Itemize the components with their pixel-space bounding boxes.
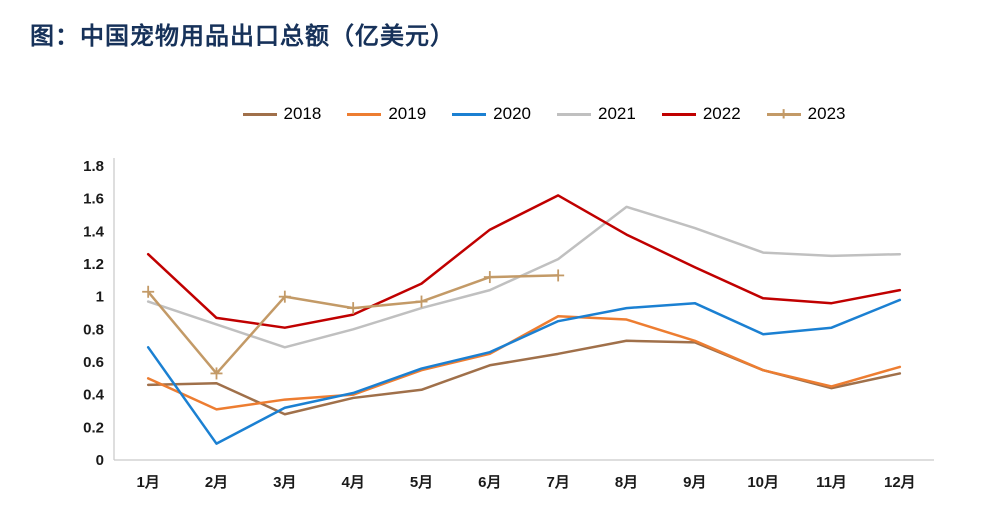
x-axis-tick-label: 1月 <box>136 474 159 491</box>
y-axis-tick-label: 1.8 <box>83 158 104 175</box>
legend-line-swatch <box>242 112 277 116</box>
legend-item-2019: 2019 <box>347 104 426 124</box>
x-axis-tick-label: 3月 <box>273 474 296 491</box>
y-axis-tick-label: 0.6 <box>83 354 104 371</box>
x-axis-tick-label: 6月 <box>478 474 501 491</box>
x-axis-tick-label: 12月 <box>884 474 916 491</box>
legend-label: 2020 <box>493 104 531 123</box>
line-chart: 0 0.2 0.4 0.6 0.8 1 1.2 1.4 1.6 1.8 1月 2月 3月 4月 5月 6月 7月… <box>52 148 952 505</box>
legend-item-2018: 2018 <box>242 104 322 124</box>
y-axis-tick-label: 1.4 <box>83 223 105 240</box>
x-axis-tick-label: 4月 <box>341 474 364 491</box>
x-axis-tick-label: 7月 <box>546 474 569 491</box>
legend-label: 2023 <box>807 104 846 123</box>
line-chart-canvas: 0 0.2 0.4 0.6 0.8 1 1.2 1.4 1.6 1.8 1月 2月 3月 4月 5月 6月 7月… <box>83 158 934 491</box>
y-axis-tick-label: 0.2 <box>83 419 104 436</box>
x-axis-tick-label: 11月 <box>816 474 847 491</box>
series-line-2019 <box>146 315 902 411</box>
series-line-2020 <box>146 298 902 445</box>
legend-item-2022: 2022 <box>661 104 741 124</box>
x-axis-tick-label: 9月 <box>683 474 706 491</box>
legend-line-swatch <box>557 112 591 116</box>
series-line-2021 <box>146 205 902 349</box>
legend-label: 2018 <box>283 104 322 123</box>
legend-line-swatch: + <box>766 105 801 123</box>
series-line-2022 <box>146 194 902 329</box>
legend-item-2021: 2021 <box>557 104 636 124</box>
x-axis-tick-label: 10月 <box>747 474 779 491</box>
y-axis-tick-label: 1.6 <box>83 191 104 208</box>
legend-line-swatch <box>452 112 487 116</box>
y-axis-tick-label: 1 <box>96 289 104 306</box>
legend-line-swatch <box>661 112 696 116</box>
legend: 2018 2019 2020 2021 2022 + 2023 <box>0 104 996 124</box>
legend-line-swatch <box>347 112 382 116</box>
x-axis-tick-label: 8月 <box>615 474 638 491</box>
y-axis-tick-label: 1.2 <box>83 256 104 273</box>
legend-label: 2019 <box>388 104 427 123</box>
legend-label: 2021 <box>598 104 636 123</box>
y-axis-tick-label: 0 <box>96 452 104 469</box>
x-axis-tick-label: 2月 <box>205 474 228 491</box>
y-axis-tick-label: 0.4 <box>83 387 105 404</box>
legend-label: 2022 <box>702 104 741 123</box>
legend-item-2020: 2020 <box>452 104 531 124</box>
chart-title: 图：中国宠物用品出口总额（亿美元） <box>30 23 455 50</box>
series-line-2023 <box>146 274 560 375</box>
legend-item-2023: + 2023 <box>766 104 846 124</box>
plus-marker-icon: + <box>778 104 789 124</box>
x-axis-tick-label: 5月 <box>410 474 433 491</box>
y-axis-tick-label: 0.8 <box>83 321 104 338</box>
